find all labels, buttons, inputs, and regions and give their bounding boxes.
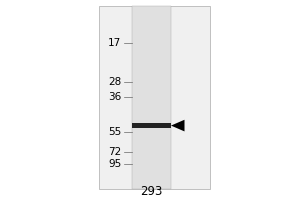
Text: 55: 55 — [108, 127, 122, 137]
Text: 72: 72 — [108, 147, 122, 157]
Polygon shape — [171, 120, 184, 131]
FancyBboxPatch shape — [99, 6, 210, 189]
FancyBboxPatch shape — [132, 6, 171, 189]
Text: 17: 17 — [108, 38, 122, 48]
Text: 95: 95 — [108, 159, 122, 169]
Text: 28: 28 — [108, 77, 122, 87]
FancyBboxPatch shape — [132, 123, 171, 128]
Text: 293: 293 — [140, 185, 163, 198]
Text: 36: 36 — [108, 92, 122, 102]
